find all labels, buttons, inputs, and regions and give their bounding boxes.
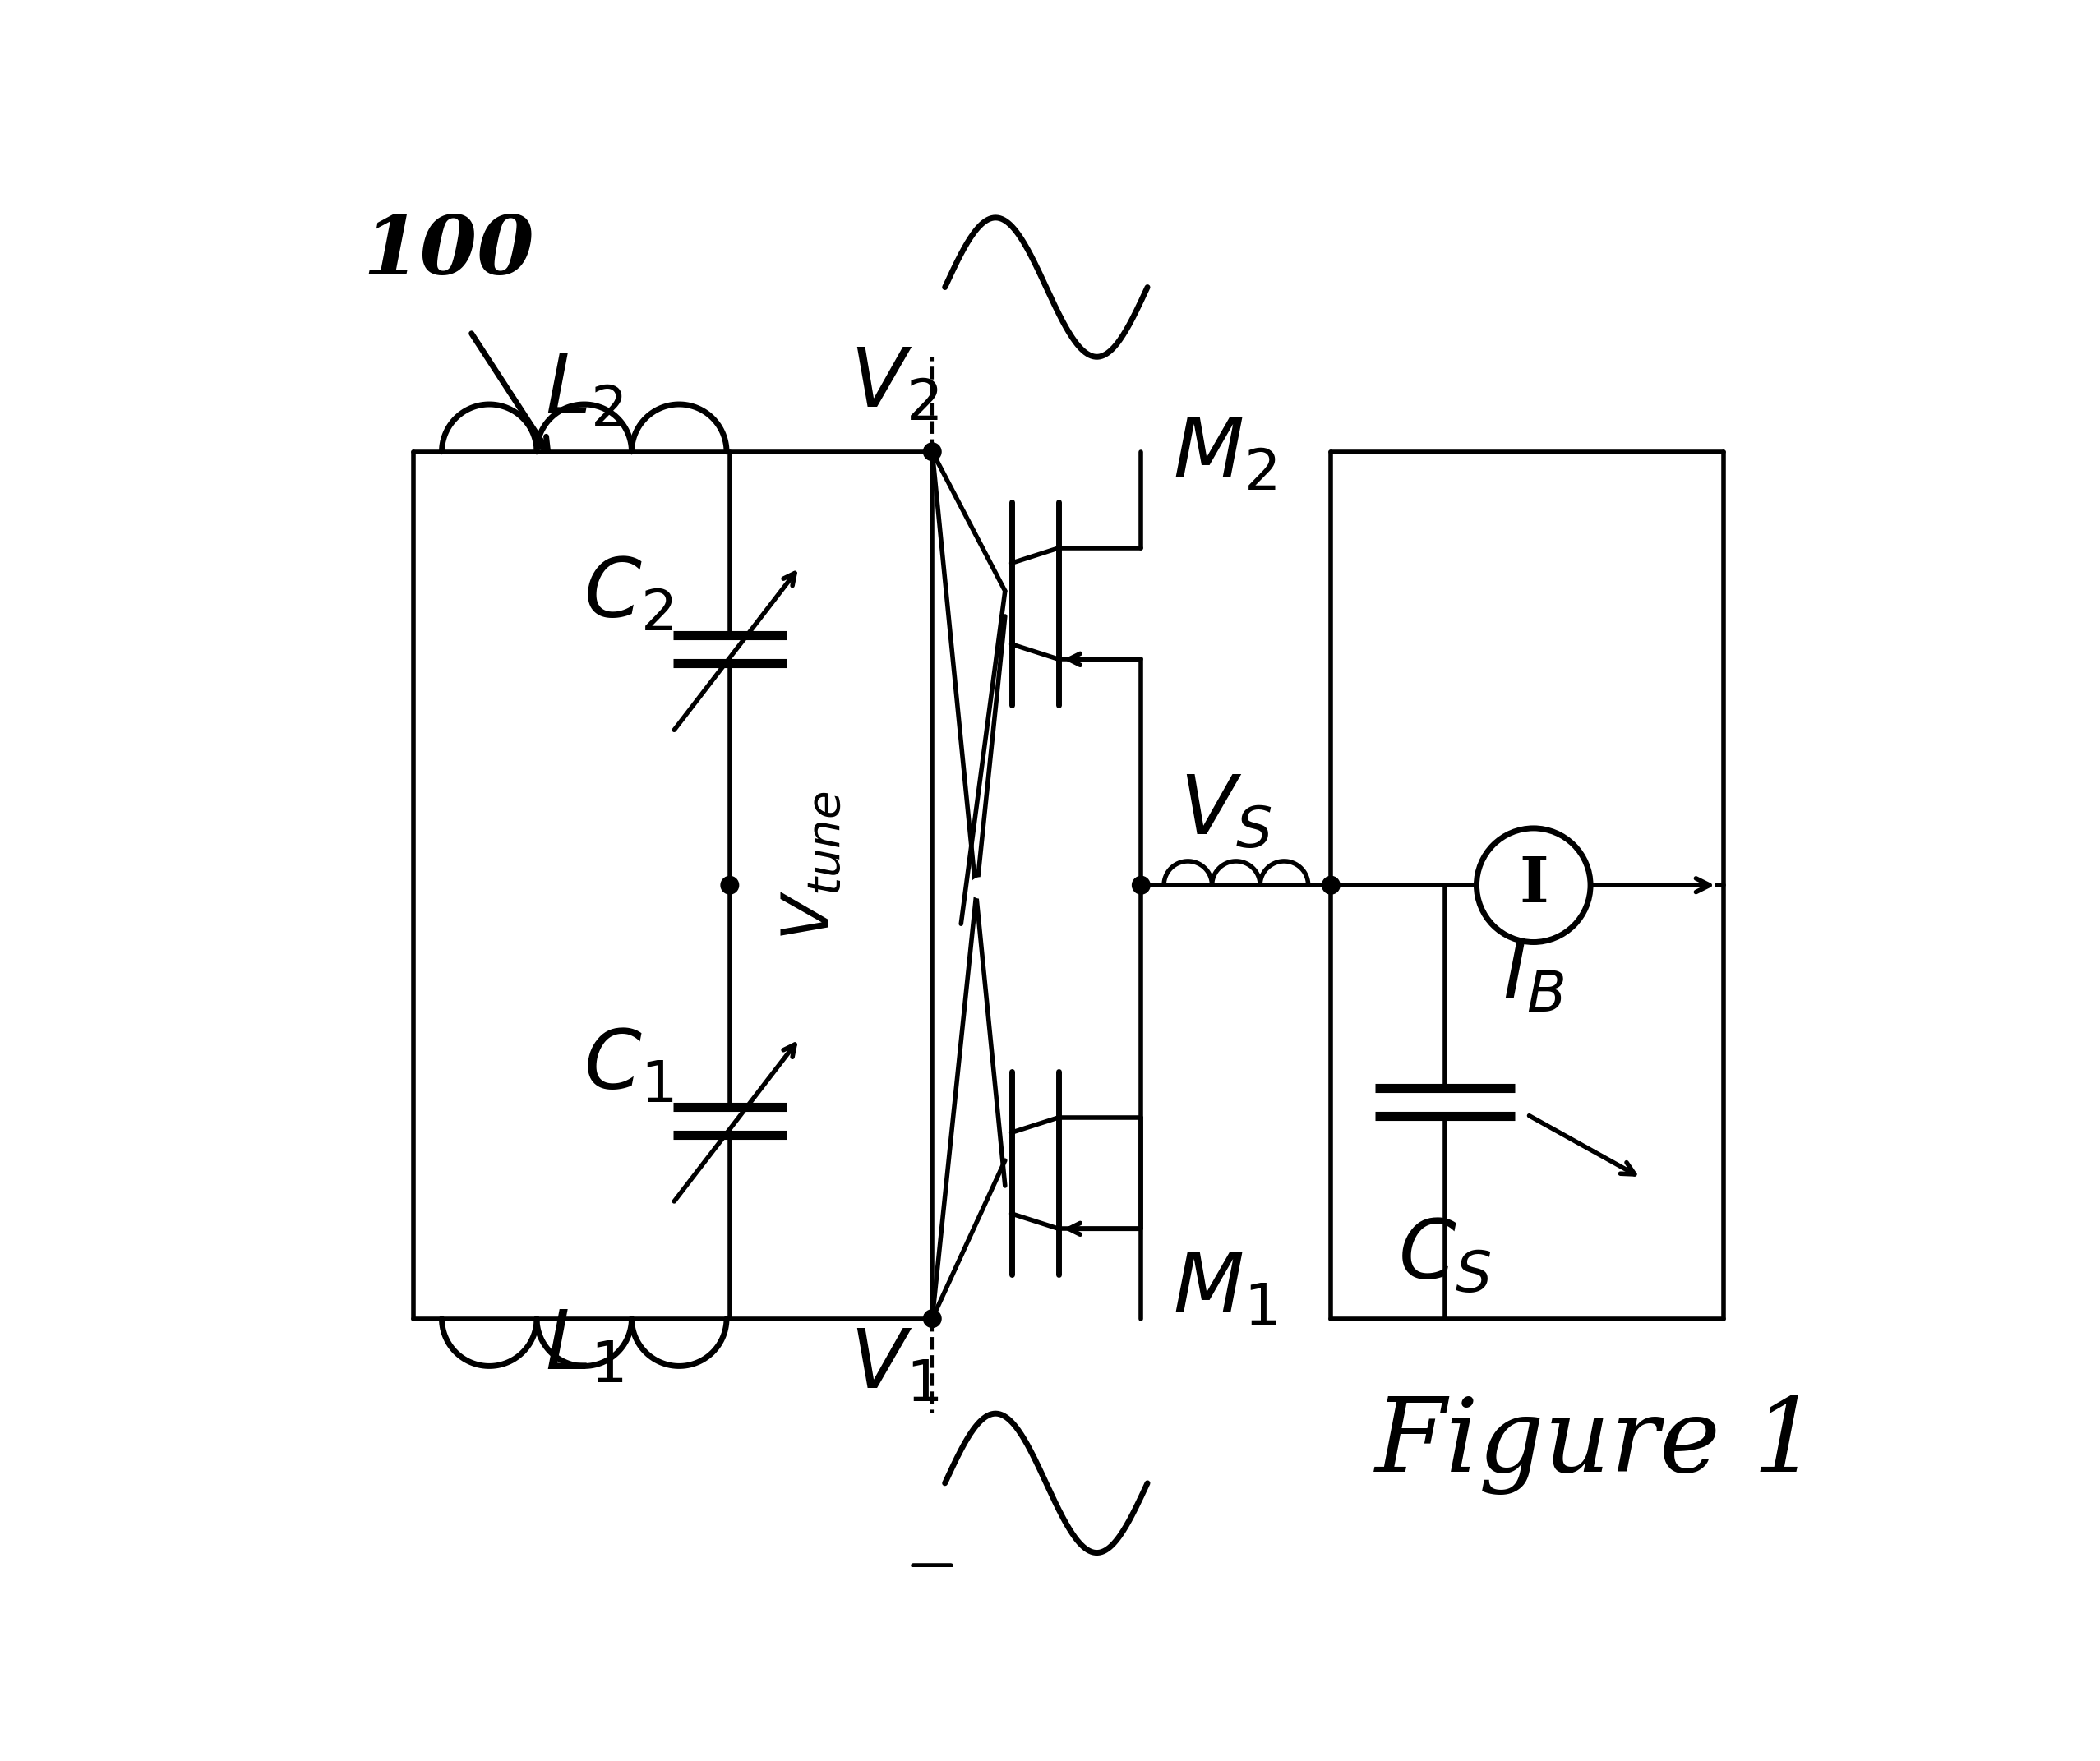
- Text: $M_1$: $M_1$: [1172, 1250, 1277, 1330]
- Text: $M_2$: $M_2$: [1172, 414, 1277, 495]
- Text: $V_{tune}$: $V_{tune}$: [779, 791, 844, 942]
- Text: $L_1$: $L_1$: [544, 1307, 624, 1386]
- Text: $L_2$: $L_2$: [546, 352, 624, 431]
- Circle shape: [720, 877, 739, 895]
- Text: Figure 1: Figure 1: [1376, 1395, 1819, 1495]
- Text: $V_S$: $V_S$: [1178, 771, 1273, 852]
- Text: I: I: [1518, 854, 1548, 916]
- Text: $I_B$: $I_B$: [1504, 937, 1564, 1016]
- Text: 100: 100: [363, 211, 533, 291]
- Circle shape: [924, 1310, 941, 1328]
- Text: $C_S$: $C_S$: [1399, 1217, 1491, 1296]
- Circle shape: [924, 444, 941, 461]
- Text: $C_2$: $C_2$: [584, 555, 674, 636]
- Text: $V_1$: $V_1$: [850, 1326, 939, 1405]
- Circle shape: [1323, 877, 1340, 895]
- Text: $V_2$: $V_2$: [850, 345, 939, 424]
- Text: $C_1$: $C_1$: [584, 1027, 674, 1106]
- Circle shape: [1132, 877, 1151, 895]
